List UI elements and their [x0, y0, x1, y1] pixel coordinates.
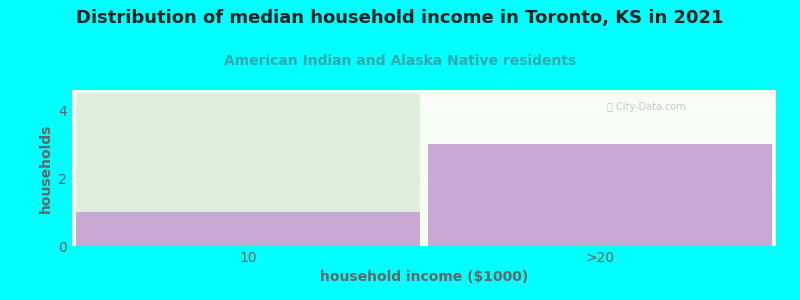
Bar [427, 144, 773, 246]
Bar [75, 212, 421, 246]
Text: Ⓜ City-Data.com: Ⓜ City-Data.com [607, 103, 686, 112]
Bar [75, 93, 421, 212]
X-axis label: household income ($1000): household income ($1000) [320, 270, 528, 284]
Text: American Indian and Alaska Native residents: American Indian and Alaska Native reside… [224, 54, 576, 68]
Text: Distribution of median household income in Toronto, KS in 2021: Distribution of median household income … [76, 9, 724, 27]
Y-axis label: households: households [39, 123, 53, 213]
